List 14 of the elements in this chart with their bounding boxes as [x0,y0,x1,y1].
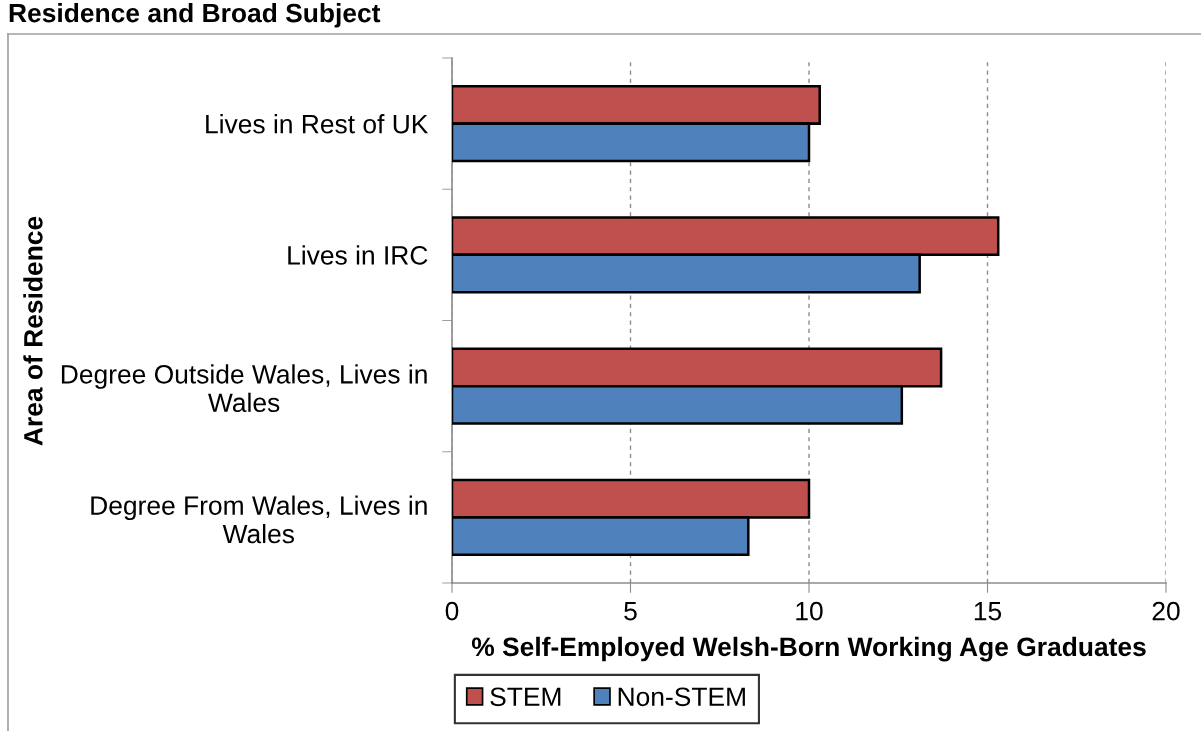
x-tick-label: 20 [1152,601,1180,621]
y-axis-title: Area of Residence [23,216,43,446]
y-tick-label: Lives in IRC [288,245,428,265]
x-tick-label: 10 [796,601,823,621]
y-tick-label: Lives in Rest of UK [206,114,429,134]
legend-label: Non-STEM [618,687,745,707]
x-axis-title: % Self-Employed Welsh-Born Working Age Graduates [471,636,1146,662]
y-tick-label: Degree From Wales, Lives in Wales [91,495,427,544]
legend-label: STEM [490,687,561,707]
x-tick-label: 0 [445,601,459,621]
text: Residence and Broad Subject [9,3,381,28]
x-tick-label: 15 [974,602,1002,621]
y-tick-label: Degree Outside Wales, Lives in Wales [61,364,427,413]
x-tick-label: 5 [624,602,637,621]
